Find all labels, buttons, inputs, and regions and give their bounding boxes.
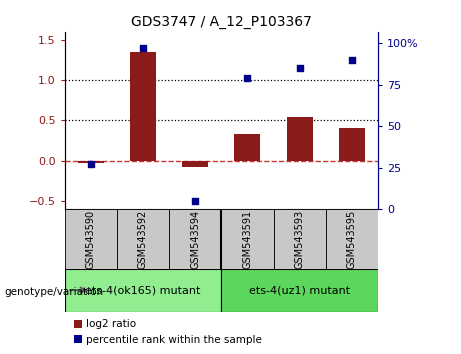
Text: GSM543593: GSM543593 bbox=[295, 209, 305, 269]
Legend: log2 ratio, percentile rank within the sample: log2 ratio, percentile rank within the s… bbox=[70, 315, 266, 349]
Text: ets-4(uz1) mutant: ets-4(uz1) mutant bbox=[249, 285, 350, 295]
Text: GSM543590: GSM543590 bbox=[86, 209, 96, 269]
Bar bbox=[339, 129, 365, 161]
Point bbox=[348, 57, 355, 63]
Text: genotype/variation: genotype/variation bbox=[5, 287, 104, 297]
Bar bbox=[182, 161, 208, 167]
Point bbox=[296, 65, 303, 71]
Bar bbox=[326, 209, 378, 269]
Point bbox=[191, 198, 199, 204]
Bar bbox=[169, 209, 221, 269]
Title: GDS3747 / A_12_P103367: GDS3747 / A_12_P103367 bbox=[131, 16, 312, 29]
Text: GSM543594: GSM543594 bbox=[190, 209, 200, 269]
Bar bbox=[221, 269, 378, 312]
Bar bbox=[117, 209, 169, 269]
Text: GSM543595: GSM543595 bbox=[347, 209, 357, 269]
Bar bbox=[65, 209, 117, 269]
Text: GSM543591: GSM543591 bbox=[242, 209, 253, 269]
Bar bbox=[273, 209, 326, 269]
Text: ets-4(ok165) mutant: ets-4(ok165) mutant bbox=[85, 285, 201, 295]
Bar bbox=[221, 209, 273, 269]
Bar bbox=[287, 117, 313, 161]
Bar bbox=[65, 269, 221, 312]
Bar bbox=[130, 52, 156, 161]
Point bbox=[87, 161, 95, 167]
Point bbox=[139, 46, 147, 51]
Bar bbox=[77, 161, 104, 163]
Point bbox=[244, 75, 251, 81]
Text: GSM543592: GSM543592 bbox=[138, 209, 148, 269]
Bar bbox=[234, 134, 260, 161]
